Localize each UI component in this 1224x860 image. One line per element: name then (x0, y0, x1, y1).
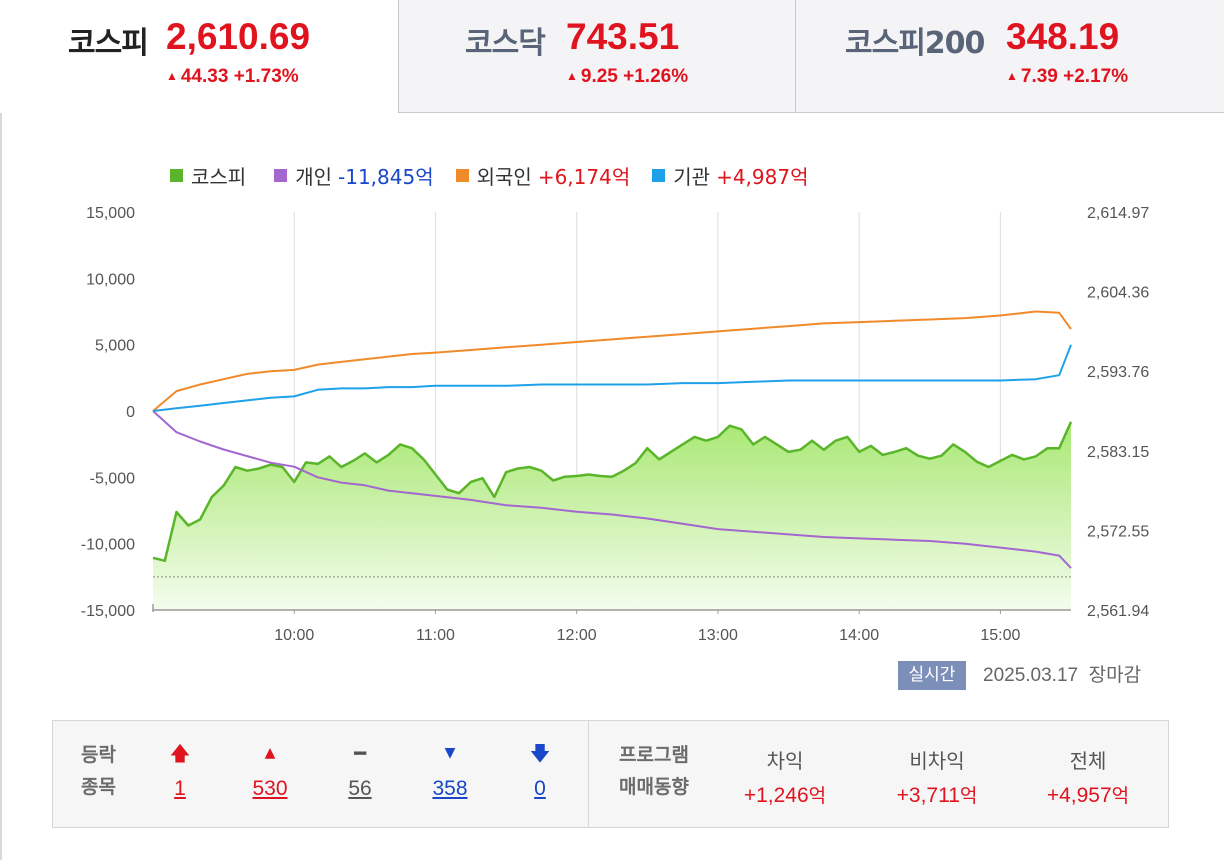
x-tick-label: 14:00 (839, 627, 879, 644)
rise-count[interactable]: 530 (252, 777, 288, 800)
kospi-area (153, 421, 1071, 610)
unchanged-dash-icon: ━ (353, 741, 367, 765)
market-date: 2025.03.17 장마감 (983, 664, 1142, 686)
index-value: 743.51 (566, 16, 680, 57)
y-left-tick-label: 10,000 (86, 271, 135, 288)
tab-name: 코스닥 (465, 26, 546, 61)
x-tick-label: 11:00 (416, 627, 455, 644)
legend-swatch (170, 168, 183, 182)
lower-limit-count[interactable]: 0 (534, 777, 546, 800)
legend-value: +4,987억 (716, 164, 809, 189)
legend-label: 코스피 (191, 164, 247, 189)
program-nonarbitrage-value: +3,711억 (896, 784, 978, 807)
legend-label: 개인 (295, 164, 333, 189)
x-tick-label: 13:00 (698, 627, 738, 644)
y-right-tick-label: 2,561.94 (1087, 603, 1149, 620)
program-label: 프로그램 매매동향 (619, 744, 689, 798)
rise-triangle-icon: ▲ (264, 745, 276, 761)
index-value: 348.19 (1006, 16, 1120, 57)
tab-kospi[interactable]: 코스피 2,610.69 ▲ 44.33 +1.73% (0, 0, 398, 113)
program-arbitrage-head: 차익 (766, 749, 804, 773)
program-total-head: 전체 (1069, 749, 1107, 773)
legend-value: +6,174억 (537, 164, 631, 189)
legend-item-foreign[interactable]: 외국인 +6,174억 (455, 161, 631, 190)
y-right-tick-label: 2,583.15 (1087, 444, 1149, 461)
y-left-tick-label: -5,000 (90, 470, 135, 487)
y-left-tick-label: -15,000 (81, 603, 135, 620)
y-left-tick-label: 15,000 (86, 205, 135, 222)
market-breadth-panel: 등락 종목 🡅 1 ▲ 530 ━ 56 ▼ 358 🡇 0 프로그램 매매동향… (52, 720, 1169, 828)
tab-name: 코스피 (68, 26, 149, 61)
program-arbitrage-value: +1,246억 (743, 784, 827, 807)
legend-swatch (652, 168, 666, 182)
rise-triangle-icon: ▲ (166, 69, 178, 83)
y-right-tick-label: 2,593.76 (1087, 364, 1149, 381)
upper-limit-count[interactable]: 1 (174, 777, 186, 800)
legend-swatch (455, 168, 469, 182)
legend-item-institution[interactable]: 기관 +4,987억 (652, 161, 808, 190)
realtime-badge[interactable]: 실시간 (898, 661, 966, 690)
market-status: 장마감 (1088, 664, 1142, 686)
legend-swatch (274, 168, 288, 182)
panel-divider (588, 721, 589, 827)
breadth-label: 등락 종목 (81, 744, 116, 798)
fall-count[interactable]: 358 (432, 777, 468, 800)
x-tick-label: 15:00 (980, 627, 1020, 644)
index-change: ▲ 7.39 +2.17% (1006, 66, 1129, 87)
index-value: 2,610.69 (166, 16, 311, 57)
tab-kosdaq[interactable]: 코스닥 743.51 ▲ 9.25 +1.26% (398, 0, 795, 113)
legend-label: 기관 (673, 164, 711, 189)
y-left-tick-label: 0 (126, 404, 135, 421)
y-left-tick-label: -10,000 (81, 537, 135, 554)
legend-label: 외국인 (476, 164, 532, 189)
chart-legend: 코스피 개인 -11,845억 외국인 +6,174억 기관 +4,987억 (170, 160, 830, 190)
x-tick-label: 10:00 (274, 627, 314, 644)
frame-border (0, 0, 2, 860)
rise-triangle-icon: ▲ (1006, 69, 1018, 83)
series-line-kospi (152, 421, 1073, 563)
upper-limit-arrow-icon: 🡅 (169, 741, 191, 765)
lower-limit-arrow-icon: 🡇 (529, 741, 551, 765)
series-line-foreign (152, 310, 1072, 412)
y-right-tick-label: 2,572.55 (1087, 523, 1149, 540)
legend-item-individual[interactable]: 개인 -11,845억 (274, 161, 434, 190)
program-nonarbitrage-head: 비차익 (909, 749, 965, 773)
fall-triangle-icon: ▼ (444, 745, 456, 761)
y-left-tick-label: 5,000 (95, 338, 135, 355)
tab-name: 코스피200 (845, 26, 985, 61)
x-tick-label: 12:00 (557, 627, 597, 644)
tab-kospi200[interactable]: 코스피200 348.19 ▲ 7.39 +2.17% (795, 0, 1224, 113)
y-right-tick-label: 2,604.36 (1087, 285, 1149, 302)
series-line-institution (152, 344, 1072, 412)
index-tabs: 코스피 2,610.69 ▲ 44.33 +1.73% 코스닥 743.51 ▲ 9… (0, 0, 1224, 113)
y-right-tick-label: 2,614.97 (1087, 205, 1149, 222)
rise-triangle-icon: ▲ (566, 69, 578, 83)
series-line-individual (152, 410, 1072, 569)
unchanged-count[interactable]: 56 (348, 777, 372, 800)
index-change: ▲ 44.33 +1.73% (166, 66, 299, 87)
legend-item-kospi[interactable]: 코스피 (170, 161, 252, 190)
index-change: ▲ 9.25 +1.26% (566, 66, 689, 87)
investor-trend-chart: 10:00 11:00 12:00 13:00 14:00 15:00 15,000 10,0… (81, 205, 1150, 644)
program-total-value: +4,957억 (1046, 784, 1130, 807)
legend-value: -11,845억 (338, 164, 434, 189)
